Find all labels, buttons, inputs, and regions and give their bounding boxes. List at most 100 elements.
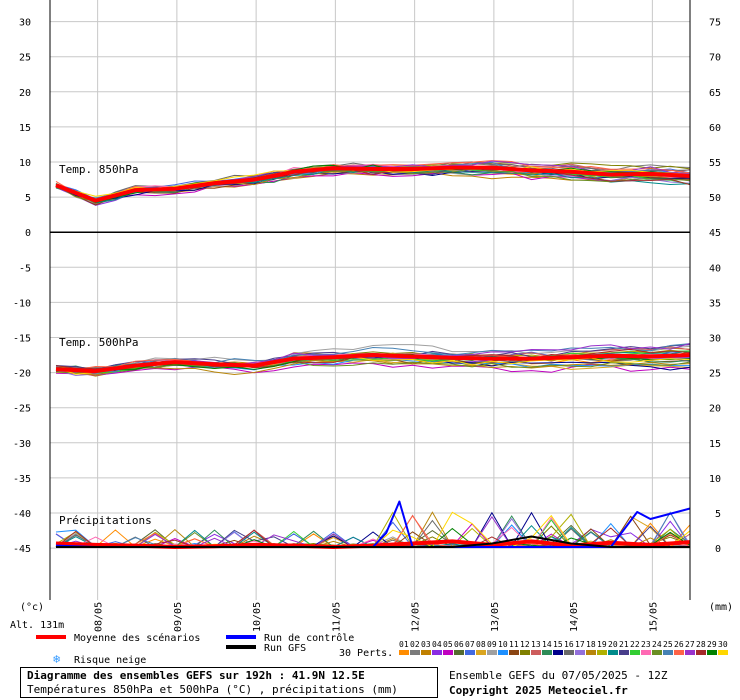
- member-number: 20: [608, 640, 618, 649]
- member-swatch: [454, 650, 464, 655]
- member-swatch: [707, 650, 717, 655]
- member-swatch: [465, 650, 475, 655]
- panel-label-precip: Précipitations: [59, 514, 152, 527]
- member-legend: 01 02 03 04 05 06 07 08 09 10 11 12 13 14 15 16 17 18 19 20…: [399, 640, 728, 655]
- member-swatch: [476, 650, 486, 655]
- panel-label-t850: Temp. 850hPa: [59, 163, 138, 176]
- member-number: 27: [685, 640, 695, 649]
- member-number: 13: [531, 640, 541, 649]
- right-tick-label: 45: [709, 228, 721, 239]
- member-swatch: [531, 650, 541, 655]
- member-swatch: [696, 650, 706, 655]
- left-tick-label: -35: [13, 474, 31, 485]
- member-number: 06: [454, 640, 464, 649]
- right-tick-label: 60: [709, 123, 721, 134]
- left-tick-label: -25: [13, 404, 31, 415]
- member-swatch: [564, 650, 574, 655]
- member-number: 22: [630, 640, 640, 649]
- member-swatch: [652, 650, 662, 655]
- left-tick-label: 15: [19, 123, 31, 134]
- x-tick-label: 08/05: [94, 602, 105, 632]
- left-tick-label: 5: [25, 193, 31, 204]
- axes: 302520151050-5-10-15-20-25-30-35-40-4575…: [13, 0, 721, 632]
- x-tick-label: 13/05: [490, 602, 501, 632]
- left-tick-label: -5: [19, 263, 31, 274]
- member-number: 18: [586, 640, 596, 649]
- chart-subtitle: Températures 850hPa et 500hPa (°C) , pré…: [27, 683, 398, 696]
- member-swatch: [641, 650, 651, 655]
- member-number: 07: [465, 640, 475, 649]
- member-swatch: [443, 650, 453, 655]
- left-tick-label: 25: [19, 53, 31, 64]
- left-tick-label: 20: [19, 88, 31, 99]
- snowflake-icon: ❄: [53, 652, 60, 666]
- member-number: 01: [399, 640, 409, 649]
- member-number: 03: [421, 640, 431, 649]
- member-swatch: [520, 650, 530, 655]
- member-number: 28: [696, 640, 706, 649]
- left-tick-label: 0: [25, 228, 31, 239]
- left-tick-label: -20: [13, 369, 31, 380]
- member-swatch: [597, 650, 607, 655]
- left-tick-label: -10: [13, 298, 31, 309]
- right-tick-label: 50: [709, 193, 721, 204]
- legend-gfs-label: Run GFS: [264, 643, 306, 654]
- member-swatch: [553, 650, 563, 655]
- members-count-label: 30 Perts.: [339, 648, 393, 659]
- member-swatch: [487, 650, 497, 655]
- right-tick-label: 65: [709, 88, 721, 99]
- member-swatch: [674, 650, 684, 655]
- run-info: Ensemble GEFS du 07/05/2025 - 12Z Copyri…: [449, 668, 668, 698]
- altitude-label: Alt. 131m: [10, 620, 64, 631]
- run-label: Ensemble GEFS du 07/05/2025 - 12Z: [449, 669, 668, 682]
- member-number: 29: [707, 640, 717, 649]
- member-swatch: [685, 650, 695, 655]
- panel-label-t500: Temp. 500hPa: [59, 336, 138, 349]
- member-swatch: [619, 650, 629, 655]
- member-swatch: [586, 650, 596, 655]
- series-line-t500: [55, 353, 691, 374]
- x-tick-label: 15/05: [648, 602, 659, 632]
- member-number: 08: [476, 640, 486, 649]
- member-number: 02: [410, 640, 420, 649]
- right-tick-label: 10: [709, 474, 721, 485]
- member-number: 14: [542, 640, 552, 649]
- series-line-t850: [55, 165, 691, 203]
- left-tick-label: 30: [19, 18, 31, 29]
- right-tick-label: 30: [709, 334, 721, 345]
- x-tick-label: 10/05: [252, 602, 263, 632]
- member-number: 23: [641, 640, 651, 649]
- member-number: 24: [652, 640, 662, 649]
- member-swatch: [421, 650, 431, 655]
- left-tick-label: -15: [13, 334, 31, 345]
- x-tick-label: 11/05: [331, 602, 342, 632]
- member-line-t500: [55, 361, 691, 374]
- member-number: 25: [663, 640, 673, 649]
- member-swatch: [498, 650, 508, 655]
- series-line-precip: [56, 535, 690, 548]
- member-number: 05: [443, 640, 453, 649]
- chart-title: Diagramme des ensembles GEFS sur 192h : …: [27, 669, 365, 682]
- left-tick-label: -40: [13, 509, 31, 520]
- right-axis-unit: (mm): [709, 602, 733, 613]
- left-tick-label: -30: [13, 439, 31, 450]
- member-number: 10: [498, 640, 508, 649]
- right-tick-label: 35: [709, 298, 721, 309]
- member-number: 16: [564, 640, 574, 649]
- member-number: 11: [509, 640, 519, 649]
- member-number: 15: [553, 640, 563, 649]
- member-swatch: [718, 650, 728, 655]
- legend-mean-label: Moyenne des scénarios: [74, 632, 200, 644]
- copyright: Copyright 2025 Meteociel.fr: [449, 684, 628, 697]
- left-tick-label: 10: [19, 158, 31, 169]
- member-number: 26: [674, 640, 684, 649]
- x-tick-label: 14/05: [569, 602, 580, 632]
- member-swatch: [663, 650, 673, 655]
- member-number: 09: [487, 640, 497, 649]
- member-swatch: [608, 650, 618, 655]
- member-number: 12: [520, 640, 530, 649]
- right-tick-label: 5: [715, 509, 721, 520]
- right-tick-label: 15: [709, 439, 721, 450]
- right-tick-label: 75: [709, 18, 721, 29]
